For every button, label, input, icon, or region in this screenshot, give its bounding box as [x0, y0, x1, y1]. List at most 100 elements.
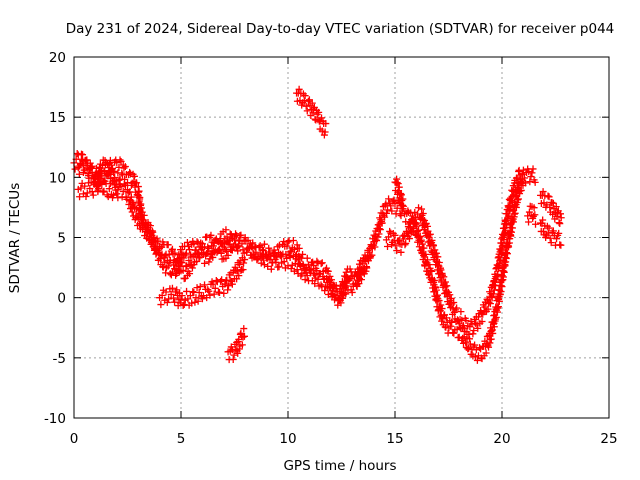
- x-tick-label: 15: [386, 431, 403, 447]
- data-point: [260, 240, 268, 248]
- data-point: [398, 196, 406, 204]
- data-point: [289, 237, 297, 245]
- data-point: [531, 178, 539, 186]
- data-point: [547, 239, 555, 247]
- data-point: [437, 266, 445, 274]
- data-point: [507, 203, 515, 211]
- data-point: [455, 320, 463, 328]
- data-point: [376, 226, 384, 234]
- data-point: [209, 253, 217, 261]
- data-point: [395, 183, 403, 191]
- data-point: [337, 299, 345, 307]
- data-point: [485, 298, 493, 306]
- data-point: [489, 329, 497, 337]
- data-point: [185, 256, 193, 264]
- data-point: [505, 243, 513, 251]
- data-point: [402, 239, 410, 247]
- data-point: [508, 224, 516, 232]
- data-point: [553, 212, 561, 220]
- data-point: [321, 287, 329, 295]
- data-point: [355, 260, 363, 268]
- data-point: [435, 297, 443, 305]
- data-point: [149, 228, 157, 236]
- data-point: [288, 261, 296, 269]
- data-point: [135, 187, 143, 195]
- data-point: [478, 317, 486, 325]
- data-point: [224, 251, 232, 259]
- data-point: [510, 210, 518, 218]
- data-point: [418, 205, 426, 213]
- data-point: [77, 184, 85, 192]
- data-point: [128, 208, 136, 216]
- data-point: [195, 254, 203, 262]
- data-point: [85, 174, 93, 182]
- data-point: [98, 180, 106, 188]
- series-s8: [382, 166, 526, 338]
- data-point: [99, 161, 107, 169]
- data-point: [546, 203, 554, 211]
- data-point: [167, 290, 175, 298]
- data-point: [400, 235, 408, 243]
- data-point: [438, 305, 446, 313]
- data-point: [496, 257, 504, 265]
- data-point: [557, 214, 565, 222]
- data-point: [126, 188, 134, 196]
- data-point: [177, 295, 185, 303]
- data-point: [503, 250, 511, 258]
- data-point: [342, 282, 350, 290]
- data-point: [397, 190, 405, 198]
- data-point: [507, 196, 515, 204]
- data-point: [491, 282, 499, 290]
- data-point: [348, 288, 356, 296]
- data-point: [525, 168, 533, 176]
- data-point: [306, 267, 314, 275]
- data-point: [447, 322, 455, 330]
- data-point: [430, 276, 438, 284]
- data-point: [552, 203, 560, 211]
- data-point: [419, 210, 427, 218]
- data-point: [171, 298, 179, 306]
- series-s12: [537, 188, 565, 228]
- data-point: [183, 287, 191, 295]
- data-point: [204, 286, 212, 294]
- data-point: [211, 284, 219, 292]
- data-point: [99, 188, 107, 196]
- data-point: [368, 251, 376, 259]
- data-point: [250, 250, 258, 258]
- data-point: [205, 287, 213, 295]
- data-point: [443, 282, 451, 290]
- data-point: [346, 274, 354, 282]
- data-point: [237, 231, 245, 239]
- data-point: [388, 207, 396, 215]
- data-point: [509, 218, 517, 226]
- data-point: [320, 131, 328, 139]
- data-point: [514, 196, 522, 204]
- data-point: [416, 232, 424, 240]
- data-point: [398, 201, 406, 209]
- data-point: [165, 251, 173, 259]
- data-point: [235, 272, 243, 280]
- data-point: [309, 258, 317, 266]
- data-point: [239, 333, 247, 341]
- data-point: [318, 259, 326, 267]
- data-point: [247, 251, 255, 259]
- data-point: [231, 233, 238, 241]
- data-point: [178, 292, 186, 300]
- data-point: [130, 172, 138, 180]
- data-point: [264, 262, 272, 270]
- data-point: [157, 301, 165, 309]
- data-point: [182, 262, 190, 270]
- data-point: [509, 198, 517, 206]
- data-point: [498, 242, 506, 250]
- data-point: [299, 260, 307, 268]
- data-point: [86, 165, 94, 173]
- data-point: [315, 108, 323, 116]
- data-point: [324, 267, 332, 275]
- data-point: [135, 209, 143, 217]
- series-s5: [224, 325, 248, 364]
- data-point: [555, 229, 563, 237]
- data-point: [133, 179, 141, 187]
- data-point: [387, 202, 395, 210]
- data-point: [469, 330, 477, 338]
- data-point: [303, 254, 311, 262]
